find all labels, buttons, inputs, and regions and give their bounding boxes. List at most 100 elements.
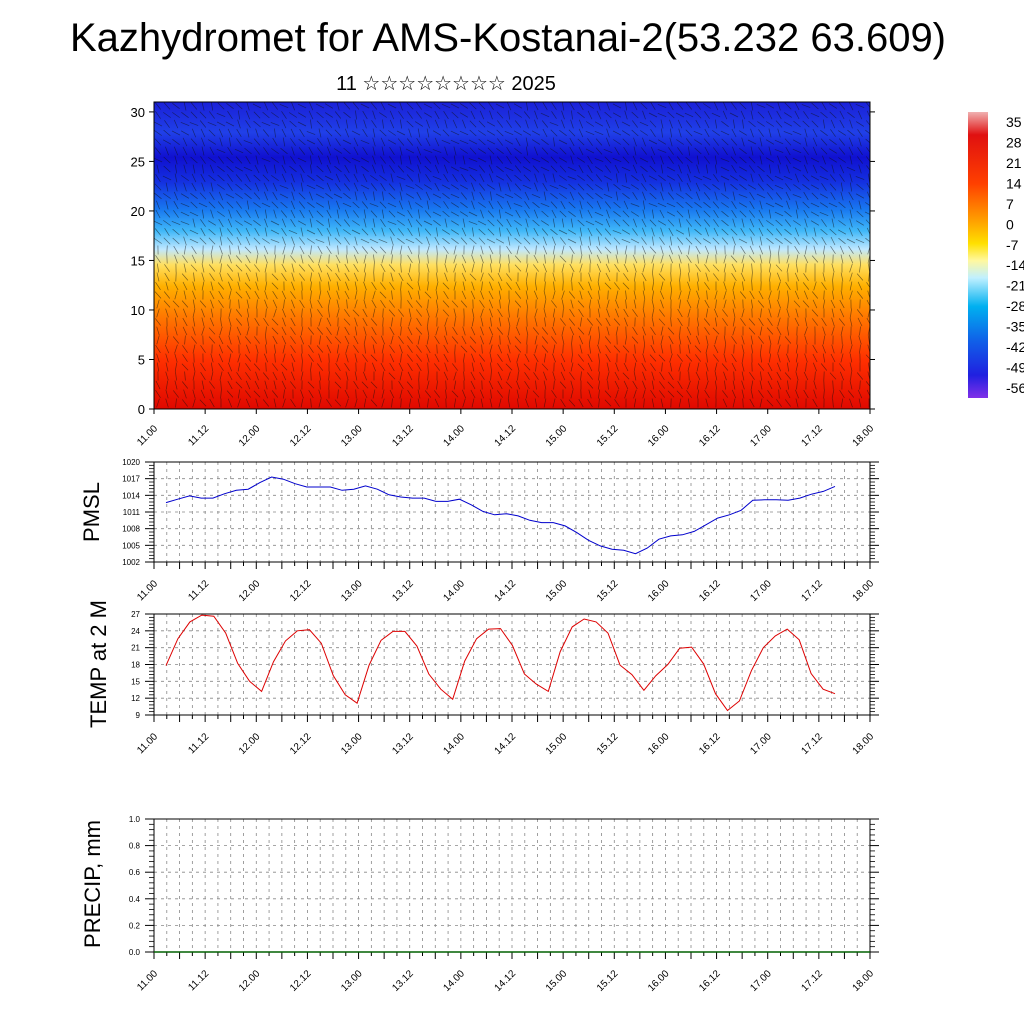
precip-minor-ticks xyxy=(149,823,875,948)
pmsl-xtick-label: 15.12 xyxy=(595,578,621,604)
precip-xtick-label: 15.00 xyxy=(544,968,570,994)
heatmap-xtick-label: 17.12 xyxy=(800,423,826,449)
heatmap-xtick-label: 18.00 xyxy=(851,423,877,449)
precip-xtick-label: 13.00 xyxy=(339,968,365,994)
heatmap-xtick-label: 12.12 xyxy=(288,423,314,449)
heatmap-ytick-label: 25 xyxy=(131,154,145,169)
pmsl-xtick-label: 15.00 xyxy=(544,578,570,604)
pmsl-xtick-label: 13.12 xyxy=(390,578,416,604)
pmsl-xtick-label: 18.00 xyxy=(851,578,877,604)
colorbar-label: -7 xyxy=(1006,237,1019,253)
chart-title: Kazhydromet for AMS-Kostanai-2(53.232 63… xyxy=(69,16,947,60)
temp-xtick-label: 11.00 xyxy=(135,731,160,756)
colorbar-label: -21 xyxy=(1006,278,1024,294)
heatmap-ytick-label: 5 xyxy=(138,352,145,367)
heatmap-xtick-label: 11.00 xyxy=(135,423,160,448)
heatmap-xtick-label: 14.00 xyxy=(442,423,468,449)
precip-xtick-label: 18.00 xyxy=(851,968,877,994)
pmsl-ytick-label: 1002 xyxy=(122,558,140,567)
precip-xtick-label: 16.12 xyxy=(697,968,723,994)
pmsl-ytick-label: 1020 xyxy=(122,458,140,467)
heatmap-xtick-label: 16.12 xyxy=(697,423,723,449)
precip-xtick-label: 14.00 xyxy=(442,968,468,994)
precip-grid xyxy=(154,819,870,952)
colorbar-label: 28 xyxy=(1006,134,1022,150)
pmsl-xtick-label: 14.00 xyxy=(442,578,468,604)
precip-xtick-label: 11.00 xyxy=(135,968,160,993)
temp-ytick-label: 18 xyxy=(131,661,140,670)
heatmap-ytick-label: 0 xyxy=(138,402,145,417)
precip-xtick-label: 16.00 xyxy=(646,968,672,994)
pmsl-ytick-label: 1005 xyxy=(122,541,140,550)
temp-xtick-label: 13.12 xyxy=(390,731,416,757)
precip-ytick-label: 0.0 xyxy=(129,948,141,957)
heatmap-xtick-label: 13.12 xyxy=(390,423,416,449)
heatmap-xtick-label: 16.00 xyxy=(646,423,672,449)
colorbar-label: 7 xyxy=(1006,196,1014,212)
colorbar-label: -56 xyxy=(1006,380,1024,396)
colorbar xyxy=(968,112,988,398)
precip-xtick-label: 17.00 xyxy=(748,968,774,994)
temperature-field xyxy=(154,102,870,409)
temp-ytick-label: 27 xyxy=(131,610,140,619)
pmsl-xtick-label: 17.12 xyxy=(800,578,826,604)
heatmap-ytick-label: 30 xyxy=(131,105,145,120)
temp-xtick-label: 15.00 xyxy=(544,731,570,757)
colorbar-label: -35 xyxy=(1006,319,1024,335)
wind-barbs xyxy=(154,102,870,408)
colorbar-label: -14 xyxy=(1006,257,1024,273)
heatmap-xtick-label: 13.00 xyxy=(339,423,365,449)
precip-xtick-label: 12.12 xyxy=(288,968,314,994)
precip-xtick-label: 11.12 xyxy=(186,968,211,993)
temp-xtick-label: 12.12 xyxy=(288,731,314,757)
colorbar-label: -42 xyxy=(1006,339,1024,355)
precip-ytick-label: 1.0 xyxy=(129,815,141,824)
temp-xtick-label: 18.00 xyxy=(851,731,877,757)
pmsl-minor-ticks xyxy=(149,464,875,560)
heatmap-xtick-label: 12.00 xyxy=(237,423,263,449)
temp-ytick-label: 21 xyxy=(131,644,140,653)
temp-grid xyxy=(154,614,870,715)
precip-xtick-label: 13.12 xyxy=(390,968,416,994)
pmsl-xtick-label: 12.00 xyxy=(237,578,263,604)
colorbar-label: -49 xyxy=(1006,360,1024,376)
pmsl-grid xyxy=(154,462,870,562)
pmsl-series-line xyxy=(165,476,836,555)
temp-xtick-label: 11.12 xyxy=(186,731,211,756)
temp-xtick-label: 16.12 xyxy=(697,731,723,757)
precip-xtick-label: 14.12 xyxy=(493,968,519,994)
pmsl-ytick-label: 1017 xyxy=(122,475,140,484)
heatmap-xtick-label: 17.00 xyxy=(748,423,774,449)
temp-ytick-label: 15 xyxy=(131,677,140,686)
precip-ytick-label: 0.8 xyxy=(129,842,141,851)
precip-ytick-label: 0.2 xyxy=(129,921,141,930)
pmsl-ytick-label: 1014 xyxy=(122,491,140,500)
colorbar-label: 35 xyxy=(1006,114,1022,130)
precip-ytick-label: 0.4 xyxy=(129,895,141,904)
pmsl-xtick-label: 17.00 xyxy=(748,578,774,604)
temp-xtick-label: 15.12 xyxy=(595,731,621,757)
precip-xtick-label: 17.12 xyxy=(800,968,826,994)
heatmap-ytick-label: 10 xyxy=(131,303,145,318)
pmsl-ytick-label: 1011 xyxy=(123,508,141,517)
precip-ytick-label: 0.6 xyxy=(129,868,141,877)
temp-ytick-label: 24 xyxy=(131,627,140,636)
temp-xtick-label: 12.00 xyxy=(237,731,263,757)
chart-subtitle: 11 ☆☆☆☆☆☆☆☆ 2025 xyxy=(336,73,556,95)
temp-xtick-label: 14.00 xyxy=(442,731,468,757)
pmsl-xtick-label: 11.12 xyxy=(186,578,211,603)
pmsl-xtick-label: 16.00 xyxy=(646,578,672,604)
colorbar-label: 21 xyxy=(1006,155,1022,171)
temp-series-line xyxy=(165,614,836,712)
pmsl-xtick-label: 12.12 xyxy=(288,578,314,604)
temp-xtick-label: 16.00 xyxy=(646,731,672,757)
pmsl-xtick-label: 14.12 xyxy=(493,578,519,604)
heatmap-ytick-label: 15 xyxy=(131,253,145,268)
precip-xtick-label: 12.00 xyxy=(237,968,263,994)
precip-xtick-label: 15.12 xyxy=(595,968,621,994)
pmsl-xtick-label: 13.00 xyxy=(339,578,365,604)
temp-ytick-label: 9 xyxy=(136,711,141,720)
temp-xtick-label: 17.12 xyxy=(800,731,826,757)
colorbar-label: -28 xyxy=(1006,298,1024,314)
